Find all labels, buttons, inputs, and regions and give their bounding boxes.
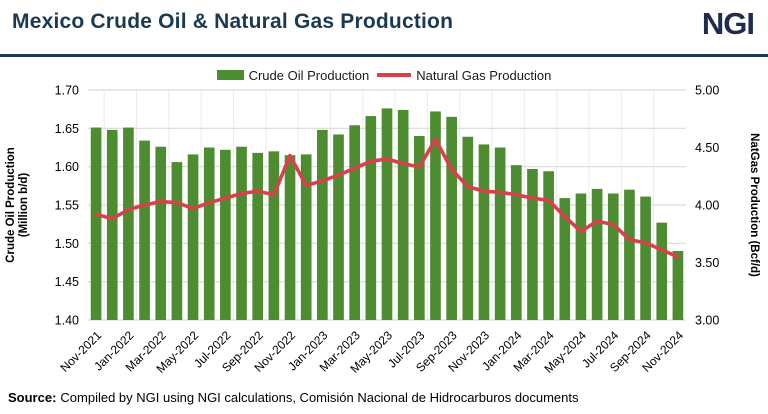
right-axis-title: NatGas Production (Bcf/d)	[748, 133, 760, 277]
bar-May-2023	[381, 108, 393, 321]
bar-Jul-2024	[607, 193, 619, 320]
bar-Nov-2024	[672, 251, 684, 320]
bar-Apr-2022	[171, 162, 183, 320]
bar-Feb-2022	[139, 140, 150, 320]
bar-Jan-2022	[123, 127, 134, 320]
right-axis-tick-label: 3.00	[695, 314, 719, 328]
bar-Jun-2022	[203, 147, 215, 320]
legend-label-natural-gas: Natural Gas Production	[416, 67, 552, 83]
bar-Oct-2024	[656, 222, 668, 320]
bar-Sep-2023	[446, 116, 457, 320]
left-axis-tick-label: 1.70	[55, 84, 79, 98]
right-axis-tick-label: 5.00	[695, 84, 719, 98]
source-prefix: Source:	[8, 390, 57, 405]
natural-gas-swatch-icon	[377, 73, 412, 77]
bar-Nov-2021	[90, 127, 102, 320]
bar-Mar-2023	[349, 125, 361, 321]
bar-Dec-2022	[300, 154, 312, 320]
right-axis-tick-label: 4.00	[695, 199, 719, 213]
bar-Mar-2024	[543, 171, 554, 320]
bar-Jun-2023	[397, 109, 409, 320]
chart-title: Mexico Crude Oil & Natural Gas Productio…	[12, 10, 454, 33]
bar-Nov-2023	[478, 144, 490, 320]
bar-Aug-2023	[430, 111, 441, 320]
header-divider	[0, 54, 768, 57]
bar-Nov-2022	[284, 155, 296, 320]
bar-May-2022	[187, 154, 199, 320]
left-axis-tick-label: 1.65	[55, 122, 79, 136]
source-note: Source: Compiled by NGI using NGI calcula…	[8, 390, 578, 405]
bar-Jan-2023	[317, 129, 328, 320]
crude-oil-swatch-icon	[216, 70, 244, 80]
source-text: Compiled by NGI using NGI calculations, …	[60, 390, 579, 405]
legend-label-crude-oil: Crude Oil Production	[248, 67, 370, 83]
legend-item-crude-oil: Crude Oil Production	[216, 67, 370, 83]
bar-Aug-2022	[236, 146, 247, 320]
left-axis-tick-label: 1.40	[55, 314, 79, 328]
bar-Sep-2024	[640, 196, 651, 320]
natural-gas-line	[94, 137, 680, 259]
chart-legend: Crude Oil Production Natural Gas Product…	[0, 66, 768, 84]
bar-Jul-2023	[413, 136, 425, 320]
right-axis-tick-label: 3.50	[695, 256, 719, 270]
left-axis-tick-label: 1.45	[55, 275, 79, 289]
left-axis-title-line2: (Million b/d)	[18, 173, 30, 238]
legend-item-natural-gas: Natural Gas Production	[377, 68, 551, 83]
left-axis-tick-label: 1.50	[55, 237, 79, 251]
bar-Sep-2022	[252, 152, 264, 320]
left-axis-tick-label: 1.60	[55, 160, 79, 174]
bar-Jun-2024	[591, 188, 603, 320]
bar-May-2024	[575, 193, 587, 320]
left-axis-title-line1: Crude Oil Production	[5, 147, 17, 263]
bar-Apr-2023	[365, 116, 377, 320]
bar-Mar-2022	[155, 146, 167, 320]
bar-Feb-2023	[333, 134, 344, 320]
bar-Dec-2023	[494, 147, 506, 320]
bar-Jul-2022	[220, 149, 231, 320]
bar-Aug-2024	[624, 189, 635, 320]
right-axis-tick-label: 4.50	[695, 141, 719, 155]
bar-Oct-2023	[462, 136, 474, 320]
bar-Oct-2022	[268, 151, 280, 320]
bar-Apr-2024	[559, 198, 571, 320]
left-axis-tick-label: 1.55	[55, 199, 79, 213]
bar-Jan-2024	[510, 165, 522, 320]
ngi-logo: NGI	[701, 6, 755, 41]
bar-Dec-2021	[106, 129, 118, 320]
bar-Feb-2024	[527, 168, 538, 320]
